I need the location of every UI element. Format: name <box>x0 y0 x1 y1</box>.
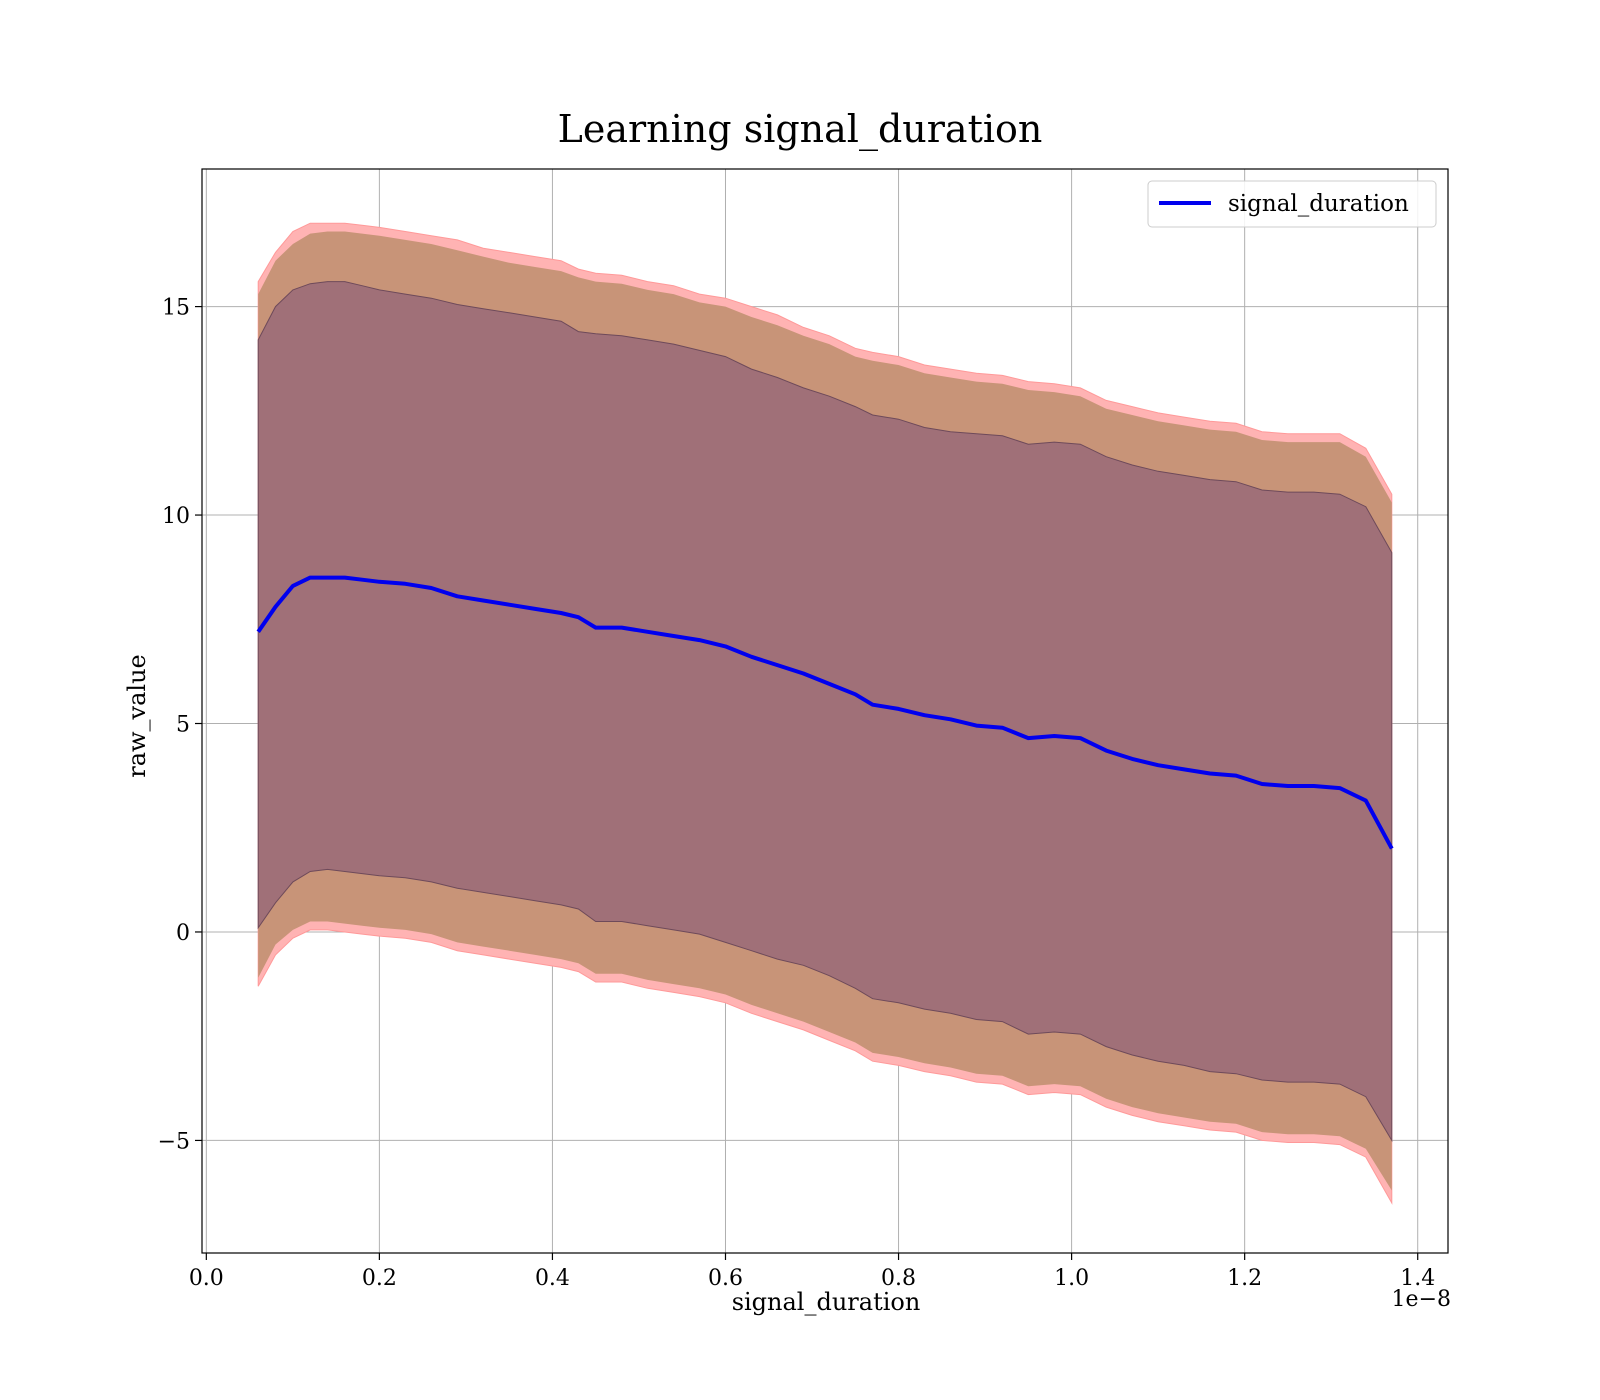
x-axis-offset-label: 1e−8 <box>1392 1287 1451 1312</box>
x-axis-ticks: 0.0 0.2 0.4 0.6 0.8 1.0 1.2 1.4 <box>189 1253 1435 1291</box>
confidence-bands <box>257 222 1393 1205</box>
x-tick-label: 0.0 <box>189 1266 224 1291</box>
x-tick-label: 0.4 <box>535 1266 570 1291</box>
y-axis-label: raw_value <box>123 654 151 778</box>
plot-frame <box>201 168 1449 1254</box>
x-tick-label: 0.6 <box>708 1266 743 1291</box>
legend-label-signal-duration: signal_duration <box>1228 191 1409 217</box>
legend-box <box>1147 180 1437 228</box>
x-axis-label: signal_duration <box>732 1288 921 1316</box>
y-tick-label: 0 <box>176 921 190 946</box>
y-tick-label: 10 <box>162 504 190 529</box>
chart-title: Learning signal_duration <box>558 107 1043 152</box>
mean-line-signal-duration <box>256 575 1394 850</box>
x-tick-label: 0.2 <box>362 1266 397 1291</box>
legend: signal_duration <box>1147 180 1437 228</box>
x-tick-label: 1.0 <box>1054 1266 1089 1291</box>
x-tick-label: 1.2 <box>1227 1266 1262 1291</box>
x-tick-label: 1.4 <box>1400 1266 1435 1291</box>
x-tick-label: 0.8 <box>881 1266 916 1291</box>
y-tick-label: −5 <box>158 1129 190 1154</box>
y-axis-ticks: −5 0 5 10 15 <box>158 296 202 1154</box>
y-tick-label: 15 <box>162 296 190 321</box>
y-tick-label: 5 <box>176 713 190 738</box>
inner-band <box>257 281 1393 1143</box>
